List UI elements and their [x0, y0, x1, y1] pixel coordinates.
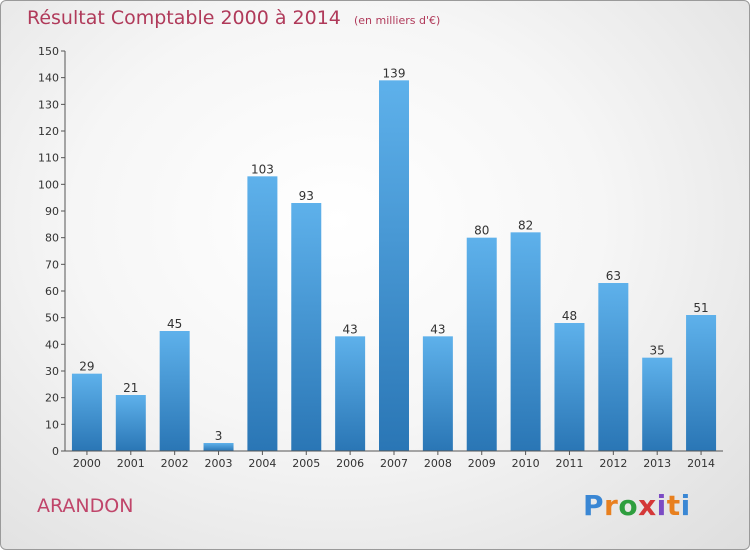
x-tick-label: 2006: [336, 457, 364, 470]
y-tick-label: 150: [38, 45, 59, 58]
x-tick-label: 2004: [248, 457, 276, 470]
logo-letter: i: [680, 489, 691, 522]
y-tick-label: 80: [45, 232, 59, 245]
proxiti-logo: Proxiti: [583, 489, 691, 522]
chart-title-main: Résultat Comptable 2000 à 2014: [27, 7, 341, 29]
x-tick-label: 2010: [512, 457, 540, 470]
bar-2013: [642, 357, 673, 451]
x-tick-label: 2001: [117, 457, 145, 470]
bar-2009: [466, 237, 497, 451]
data-label: 80: [474, 224, 489, 238]
y-tick-label: 100: [38, 178, 59, 191]
logo-letter: i: [656, 489, 667, 522]
x-tick-label: 2009: [468, 457, 496, 470]
x-tick-label: 2003: [205, 457, 233, 470]
logo-letter: r: [604, 489, 619, 522]
x-tick-label: 2000: [73, 457, 101, 470]
data-label: 29: [79, 360, 94, 374]
bar-2005: [291, 203, 322, 451]
y-tick-label: 90: [45, 205, 59, 218]
x-tick-label: 2008: [424, 457, 452, 470]
data-label: 103: [251, 162, 274, 176]
bar-2001: [115, 395, 146, 451]
y-tick-label: 30: [45, 365, 59, 378]
bar-2007: [379, 80, 409, 451]
x-tick-label: 2012: [599, 457, 627, 470]
x-tick-label: 2011: [555, 457, 583, 470]
bar-2003: [203, 443, 234, 451]
y-tick-label: 70: [45, 258, 59, 271]
chart-title: Résultat Comptable 2000 à 2014 (en milli…: [27, 7, 440, 29]
bar-2011: [554, 323, 585, 451]
data-label: 93: [299, 189, 314, 203]
chart-title-unit: (en milliers d'€): [353, 14, 441, 27]
bar-2006: [335, 336, 366, 451]
bar-2002: [159, 331, 190, 451]
y-tick-label: 140: [38, 72, 59, 85]
data-label: 139: [383, 66, 406, 80]
y-tick-label: 10: [45, 418, 59, 431]
data-label: 45: [167, 317, 182, 331]
y-tick-label: 110: [38, 152, 59, 165]
data-label: 35: [650, 344, 665, 358]
bar-2010: [510, 232, 541, 451]
logo-letter: x: [638, 489, 657, 522]
data-label: 51: [693, 301, 708, 315]
data-label: 21: [123, 381, 138, 395]
data-label: 43: [430, 322, 445, 336]
data-label: 43: [342, 322, 357, 336]
x-tick-label: 2005: [292, 457, 320, 470]
y-tick-label: 0: [52, 445, 59, 458]
x-tick-label: 2002: [161, 457, 189, 470]
y-tick-label: 50: [45, 312, 59, 325]
data-label: 82: [518, 218, 533, 232]
logo-letter: t: [666, 489, 681, 522]
y-tick-label: 120: [38, 125, 59, 138]
municipality-name: ARANDON: [37, 495, 134, 517]
y-tick-label: 60: [45, 285, 59, 298]
data-label: 3: [215, 429, 223, 443]
x-tick-label: 2014: [687, 457, 715, 470]
data-label: 48: [562, 309, 577, 323]
bar-2008: [422, 336, 453, 451]
logo-letter: o: [618, 489, 639, 522]
bar-2004: [247, 176, 278, 452]
x-tick-label: 2013: [643, 457, 671, 470]
bar-2014: [686, 315, 717, 451]
bar-2012: [598, 283, 629, 451]
y-tick-label: 130: [38, 98, 59, 111]
y-tick-label: 40: [45, 338, 59, 351]
y-tick-label: 20: [45, 392, 59, 405]
data-label: 63: [606, 269, 621, 283]
x-tick-label: 2007: [380, 457, 408, 470]
logo-letter: P: [583, 489, 605, 522]
bar-2000: [71, 373, 102, 451]
